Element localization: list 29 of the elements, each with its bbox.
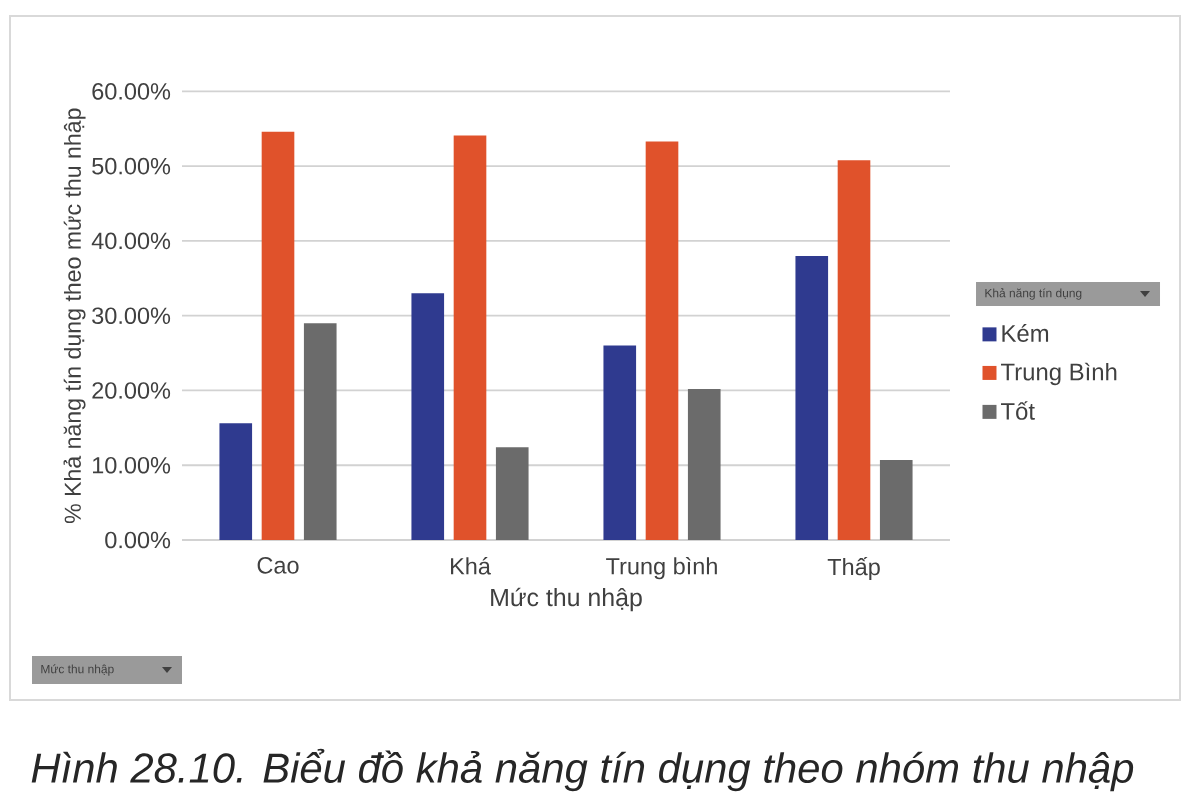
legend-label: Trung Bình — [1001, 362, 1117, 386]
x-axis-title: Mức thu nhập — [491, 587, 642, 612]
bar — [687, 388, 721, 540]
y-tick-label: 40.00% — [91, 232, 171, 250]
bar — [645, 141, 679, 540]
y-tick-label: 10.00% — [93, 456, 171, 474]
bar — [303, 323, 337, 540]
x-tick-label: Thấp — [827, 557, 880, 580]
bar — [261, 131, 295, 540]
text: Hình 28.10. Biểu đồ khả năng tín dụng theo nhóm thu nhập — [31, 748, 1134, 792]
legend-label: Kém — [1002, 324, 1049, 342]
y-tick-label: 30.00% — [92, 307, 171, 325]
bar — [411, 293, 445, 540]
x-tick-label: Khá — [451, 557, 491, 575]
y-axis-title: % Khả năng tín dụng theo mức thu nhập — [63, 108, 86, 524]
legend-label: Tốt — [1001, 401, 1035, 420]
x-tick-label: Trung bình — [606, 557, 717, 580]
bar — [837, 160, 871, 540]
x-tick-label: Cao — [257, 557, 299, 574]
y-tick-label: 50.00% — [92, 157, 171, 175]
y-tick-label: 20.00% — [92, 382, 171, 399]
bar — [795, 255, 829, 540]
bar — [219, 423, 253, 540]
y-tick-label: 0.00% — [105, 531, 171, 549]
y-tick-label: 60.00% — [92, 83, 171, 100]
bar — [453, 135, 487, 540]
bar — [495, 447, 529, 540]
bar — [603, 345, 637, 540]
bar — [879, 460, 913, 540]
